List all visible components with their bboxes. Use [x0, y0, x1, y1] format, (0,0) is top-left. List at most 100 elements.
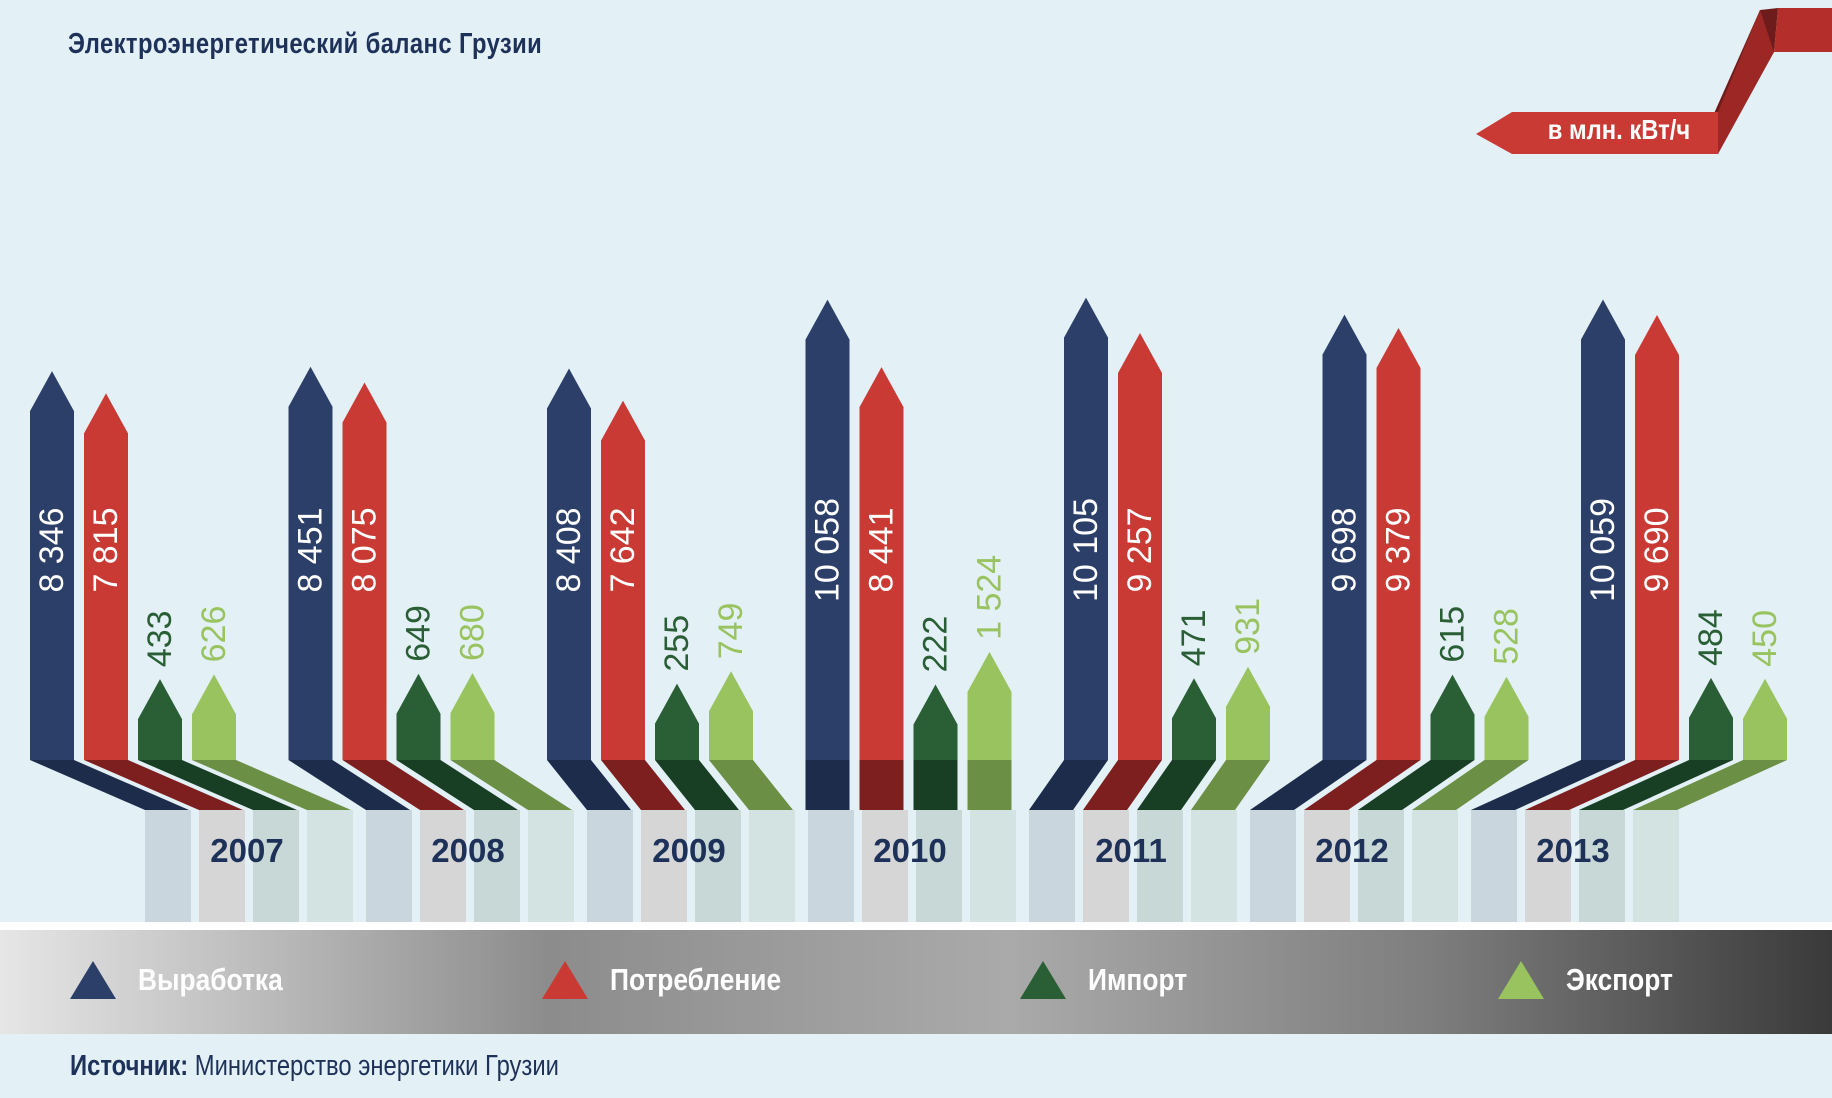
- bar: [30, 371, 74, 760]
- floor-column: [307, 810, 353, 922]
- bar: [288, 366, 333, 760]
- legend-item-import: Импорт: [1020, 955, 1205, 1005]
- floor-column: [1250, 810, 1296, 922]
- bar-shadow: [1083, 760, 1162, 810]
- data-label: 7 642: [604, 507, 642, 592]
- bar-shadow: [288, 760, 410, 810]
- data-label: 626: [195, 606, 233, 663]
- bar-shadow: [859, 760, 904, 810]
- bar: [396, 673, 441, 760]
- floor-column: [1137, 810, 1183, 922]
- bar-shadow: [396, 760, 518, 810]
- legend-label: Выработка: [138, 962, 283, 997]
- year-label: 2012: [1315, 832, 1388, 869]
- year-label: 2013: [1536, 832, 1609, 869]
- floor-column: [1304, 810, 1350, 922]
- data-label: 9 698: [1326, 507, 1364, 592]
- floor-column: [695, 810, 741, 922]
- bar: [1689, 677, 1733, 760]
- bar: [655, 683, 699, 760]
- bar: [859, 367, 904, 760]
- data-label: 649: [400, 605, 438, 662]
- bar-shadow: [547, 760, 631, 810]
- bar: [1064, 297, 1108, 760]
- bar-shadow: [138, 760, 297, 810]
- bar: [1172, 678, 1216, 760]
- bar: [1376, 327, 1421, 760]
- bar-shadow: [913, 760, 958, 810]
- bar: [601, 400, 645, 760]
- unit-banner: [1476, 8, 1832, 154]
- bar: [1226, 666, 1270, 760]
- bar-shadow: [601, 760, 685, 810]
- triangle-icon: [70, 961, 116, 999]
- data-label: 255: [658, 615, 696, 672]
- legend-item-potreblenie: Потребление: [542, 955, 811, 1005]
- bar-shadow: [1633, 760, 1787, 810]
- floor-column: [474, 810, 520, 922]
- year-label: 2009: [652, 832, 725, 869]
- bar: [805, 299, 850, 760]
- source-label: Источник:: [70, 1050, 189, 1082]
- bar-shadow: [1525, 760, 1679, 810]
- bar: [1484, 676, 1529, 760]
- floor-column: [1412, 810, 1458, 922]
- data-label: 484: [1692, 609, 1730, 666]
- bar: [1322, 314, 1367, 760]
- bar: [342, 382, 387, 760]
- bar-shadow: [1137, 760, 1216, 810]
- year-label: 2007: [210, 832, 283, 869]
- data-label: 749: [712, 603, 750, 660]
- data-label: 615: [1434, 606, 1472, 663]
- bar-shadow: [1412, 760, 1529, 810]
- floor-column: [253, 810, 299, 922]
- bar-shadow: [1029, 760, 1108, 810]
- floor-column: [145, 810, 191, 922]
- bar: [967, 651, 1012, 760]
- data-label: 450: [1746, 610, 1784, 667]
- bar-shadow: [967, 760, 1012, 810]
- data-label: 7 815: [87, 507, 125, 592]
- legend-item-vyrabotka: Выработка: [70, 955, 308, 1005]
- data-label: 931: [1229, 598, 1267, 655]
- bar: [1430, 674, 1475, 760]
- triangle-icon: [1498, 961, 1544, 999]
- chart-area: 2007 8 346 7 815 433 626 2008 8 451 8 075 649 680…: [30, 8, 1832, 922]
- bar: [192, 674, 236, 760]
- data-label: 10 059: [1584, 498, 1622, 602]
- bar-shadow: [342, 760, 464, 810]
- bar: [1635, 314, 1679, 760]
- bar: [709, 671, 753, 760]
- data-label: 9 257: [1121, 507, 1159, 592]
- bar: [138, 679, 182, 760]
- bar: [84, 393, 128, 760]
- legend-label: Потребление: [610, 962, 782, 997]
- bar-shadow: [450, 760, 572, 810]
- bar-shadow: [709, 760, 793, 810]
- data-label: 8 408: [550, 507, 588, 592]
- floor-column: [420, 810, 466, 922]
- bar: [450, 673, 495, 760]
- data-label: 10 058: [809, 498, 847, 602]
- bar: [1743, 678, 1787, 760]
- bar-shadow: [1191, 760, 1270, 810]
- floor-column: [1633, 810, 1679, 922]
- data-label: 680: [454, 604, 492, 661]
- year-label: 2011: [1095, 832, 1167, 869]
- floor-column: [916, 810, 962, 922]
- bar-shadow: [1471, 760, 1625, 810]
- source-note: Источник: Министерство энергетики Грузии: [70, 1050, 559, 1083]
- data-label: 8 075: [346, 507, 384, 592]
- bar-shadow: [30, 760, 189, 810]
- triangle-icon: [1020, 961, 1066, 999]
- bar-shadow: [1250, 760, 1367, 810]
- floor-column: [1579, 810, 1625, 922]
- data-label: 8 346: [33, 507, 71, 592]
- floor-column: [1471, 810, 1517, 922]
- floor-column: [970, 810, 1016, 922]
- unit-label: в млн. кВт/ч: [1547, 114, 1691, 145]
- data-label: 9 690: [1638, 507, 1676, 592]
- floor-column: [366, 810, 412, 922]
- data-label: 10 105: [1067, 498, 1105, 602]
- bar: [547, 368, 591, 760]
